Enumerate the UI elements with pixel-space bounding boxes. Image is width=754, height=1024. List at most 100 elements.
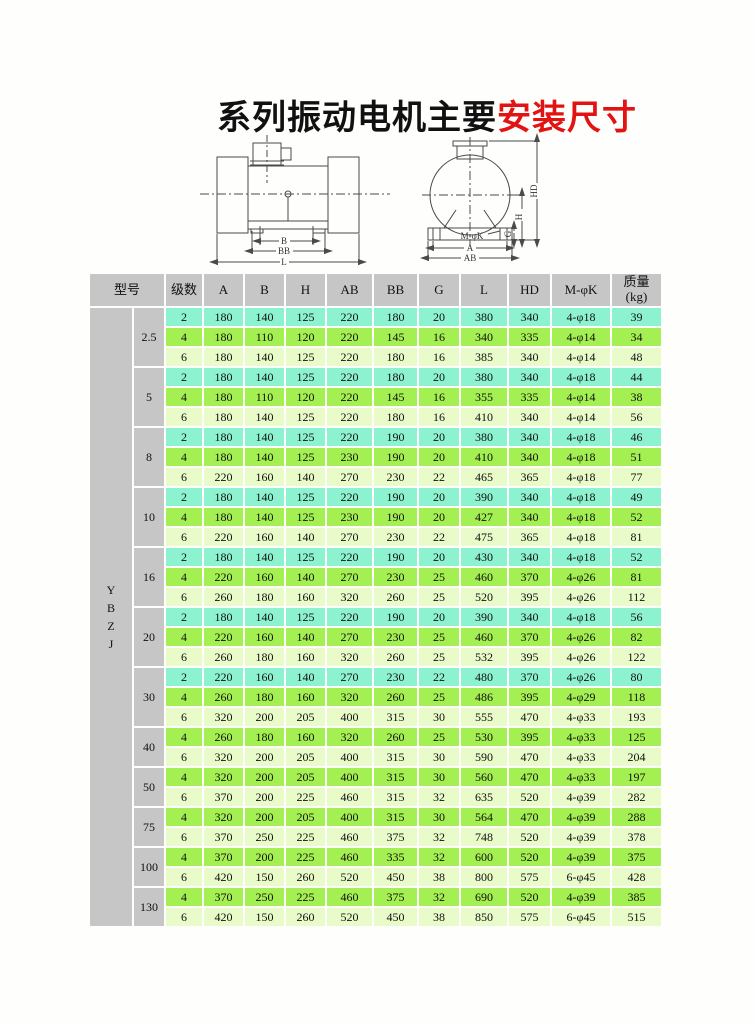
col-header-bb: BB xyxy=(374,274,417,306)
poles-cell: 6 xyxy=(166,908,202,926)
poles-cell: 2 xyxy=(166,608,202,626)
page-title: 系列振动电机主要安装尺寸 xyxy=(0,90,754,139)
dimension-cell: 16 xyxy=(419,328,459,346)
dimension-cell: 335 xyxy=(509,388,550,406)
dimension-cell: 140 xyxy=(286,668,325,686)
dimension-cell: 200 xyxy=(245,788,284,806)
table-row: 4 180 110 120 220 145 16 340 335 4-φ14 34 xyxy=(90,328,661,346)
table-row: 20 2 180 140 125 220 190 20 390 340 4-φ18 56 xyxy=(90,608,661,666)
table-row: 50 4 320 200 205 400 315 30 560 470 4-φ33 197 xyxy=(90,768,661,806)
dimension-cell: 600 xyxy=(461,848,507,866)
dimension-cell: 4-φ14 xyxy=(552,328,610,346)
dimension-cell: 340 xyxy=(509,508,550,526)
dimension-cell: 4-φ18 xyxy=(552,528,610,546)
dimension-cell: 340 xyxy=(509,368,550,386)
dimension-cell: 39 xyxy=(612,308,661,326)
dimension-cell: 140 xyxy=(245,408,284,426)
dimension-cell: 230 xyxy=(374,668,417,686)
poles-cell: 4 xyxy=(166,448,202,466)
dimension-cell: 225 xyxy=(286,788,325,806)
poles-cell: 6 xyxy=(166,868,202,886)
poles-cell: 6 xyxy=(166,588,202,606)
dimension-cell: 480 xyxy=(461,668,507,686)
dimension-cell: 560 xyxy=(461,768,507,786)
dimension-cell: 20 xyxy=(419,488,459,506)
dimension-cell: 22 xyxy=(419,668,459,686)
dimension-cell: 370 xyxy=(509,668,550,686)
dimension-cell: 288 xyxy=(612,808,661,826)
poles-cell: 2 xyxy=(166,668,202,686)
col-header-g: G xyxy=(419,274,459,306)
dimension-cell: 465 xyxy=(461,468,507,486)
dimension-cell: 120 xyxy=(286,388,325,406)
table-row: 4 220 160 140 270 230 25 460 370 4-φ26 82 xyxy=(90,628,661,646)
dimension-cell: 125 xyxy=(286,408,325,426)
dimension-cell: 315 xyxy=(374,708,417,726)
poles-cell: 4 xyxy=(166,768,202,786)
dimension-cell: 390 xyxy=(461,488,507,506)
dimension-cell: 460 xyxy=(461,568,507,586)
dimension-cell: 140 xyxy=(245,508,284,526)
dimension-cell: 4-φ29 xyxy=(552,688,610,706)
dimension-cell: 125 xyxy=(286,508,325,526)
poles-cell: 6 xyxy=(166,408,202,426)
dimension-cell: 520 xyxy=(509,848,550,866)
dimension-cell: 340 xyxy=(461,328,507,346)
table-row: 6 180 140 125 220 180 16 385 340 4-φ14 48 xyxy=(90,348,661,366)
dimension-cell: 4-φ18 xyxy=(552,508,610,526)
model-size-cell: 40 xyxy=(134,728,164,766)
dimension-cell: 800 xyxy=(461,868,507,886)
dimension-cell: 140 xyxy=(286,568,325,586)
dimension-cell: 150 xyxy=(245,868,284,886)
dimension-cell: 475 xyxy=(461,528,507,546)
dimension-cell: 140 xyxy=(245,348,284,366)
dimension-cell: 122 xyxy=(612,648,661,666)
dimension-cell: 4-φ39 xyxy=(552,808,610,826)
dimension-cell: 38 xyxy=(419,868,459,886)
dimension-cell: 190 xyxy=(374,508,417,526)
dim-label-bb: BB xyxy=(278,246,290,256)
dimension-cell: 420 xyxy=(204,908,243,926)
dimension-cell: 400 xyxy=(327,768,372,786)
table-row: 10 2 180 140 125 220 190 20 390 340 4-φ18 49 xyxy=(90,488,661,546)
model-size-cell: 16 xyxy=(134,548,164,606)
dimension-cell: 190 xyxy=(374,428,417,446)
dimension-cell: 320 xyxy=(204,748,243,766)
dimension-cell: 220 xyxy=(327,488,372,506)
dimension-cell: 450 xyxy=(374,868,417,886)
dimension-cell: 460 xyxy=(461,628,507,646)
dimension-cell: 220 xyxy=(327,408,372,426)
dimension-cell: 125 xyxy=(286,348,325,366)
dimension-cell: 260 xyxy=(204,588,243,606)
series-letter: Z xyxy=(107,619,115,633)
dimension-cell: 160 xyxy=(286,648,325,666)
table-row: 4 220 160 140 270 230 25 460 370 4-φ26 81 xyxy=(90,568,661,586)
dimension-cell: 4-φ26 xyxy=(552,628,610,646)
col-header-mass: 质量 (kg) xyxy=(612,274,661,306)
dimension-cell: 125 xyxy=(286,488,325,506)
dimension-cell: 564 xyxy=(461,808,507,826)
poles-cell: 6 xyxy=(166,748,202,766)
dimension-cell: 575 xyxy=(509,908,550,926)
dimension-cell: 370 xyxy=(204,828,243,846)
dimension-cell: 16 xyxy=(419,348,459,366)
dimension-cell: 140 xyxy=(286,528,325,546)
poles-cell: 6 xyxy=(166,648,202,666)
dimension-cell: 200 xyxy=(245,808,284,826)
dimension-cell: 4-φ18 xyxy=(552,368,610,386)
dimension-cell: 320 xyxy=(204,808,243,826)
dimension-cell: 260 xyxy=(374,648,417,666)
dimension-cell: 4-φ18 xyxy=(552,548,610,566)
dimension-cell: 220 xyxy=(327,388,372,406)
dimension-cell: 370 xyxy=(204,888,243,906)
dimension-cell: 110 xyxy=(245,388,284,406)
dimension-cell: 340 xyxy=(509,408,550,426)
poles-cell: 2 xyxy=(166,368,202,386)
dimension-cell: 260 xyxy=(286,868,325,886)
dimension-cell: 49 xyxy=(612,488,661,506)
dimension-cell: 140 xyxy=(286,468,325,486)
dimension-cell: 125 xyxy=(286,608,325,626)
dimension-cell: 140 xyxy=(245,608,284,626)
dimension-cell: 81 xyxy=(612,528,661,546)
dimension-cell: 270 xyxy=(327,668,372,686)
